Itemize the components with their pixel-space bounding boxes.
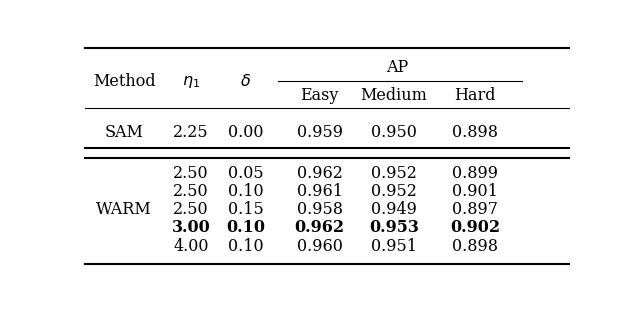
Text: 0.958: 0.958 [297, 201, 343, 218]
Text: 0.10: 0.10 [228, 238, 263, 255]
Text: 0.952: 0.952 [371, 183, 417, 200]
Text: 0.902: 0.902 [450, 219, 500, 236]
Text: 0.953: 0.953 [369, 219, 419, 236]
Text: 0.15: 0.15 [228, 201, 263, 218]
Text: Hard: Hard [454, 87, 496, 104]
Text: AP: AP [387, 59, 408, 76]
Text: Method: Method [93, 73, 156, 90]
Text: 0.10: 0.10 [226, 219, 265, 236]
Text: 0.949: 0.949 [371, 201, 417, 218]
Text: 0.950: 0.950 [371, 124, 417, 141]
Text: Medium: Medium [360, 87, 427, 104]
Text: 0.10: 0.10 [228, 183, 263, 200]
Text: 0.897: 0.897 [452, 201, 498, 218]
Text: 0.00: 0.00 [228, 124, 263, 141]
Text: Easy: Easy [300, 87, 339, 104]
Text: 2.50: 2.50 [173, 201, 209, 218]
Text: WARM: WARM [96, 201, 152, 218]
Text: 2.25: 2.25 [173, 124, 209, 141]
Text: 4.00: 4.00 [174, 238, 209, 255]
Text: 3.00: 3.00 [172, 219, 211, 236]
Text: 0.962: 0.962 [297, 165, 343, 182]
Text: $\eta_1$: $\eta_1$ [182, 73, 200, 90]
Text: 0.960: 0.960 [297, 238, 343, 255]
Text: 0.959: 0.959 [297, 124, 343, 141]
Text: $\delta$: $\delta$ [240, 73, 251, 90]
Text: 0.899: 0.899 [452, 165, 498, 182]
Text: SAM: SAM [105, 124, 144, 141]
Text: 0.962: 0.962 [295, 219, 345, 236]
Text: 0.961: 0.961 [297, 183, 343, 200]
Text: 0.898: 0.898 [452, 124, 498, 141]
Text: 2.50: 2.50 [173, 183, 209, 200]
Text: 0.901: 0.901 [452, 183, 498, 200]
Text: 2.50: 2.50 [173, 165, 209, 182]
Text: 0.898: 0.898 [452, 238, 498, 255]
Text: 0.952: 0.952 [371, 165, 417, 182]
Text: 0.951: 0.951 [371, 238, 417, 255]
Text: 0.05: 0.05 [228, 165, 263, 182]
